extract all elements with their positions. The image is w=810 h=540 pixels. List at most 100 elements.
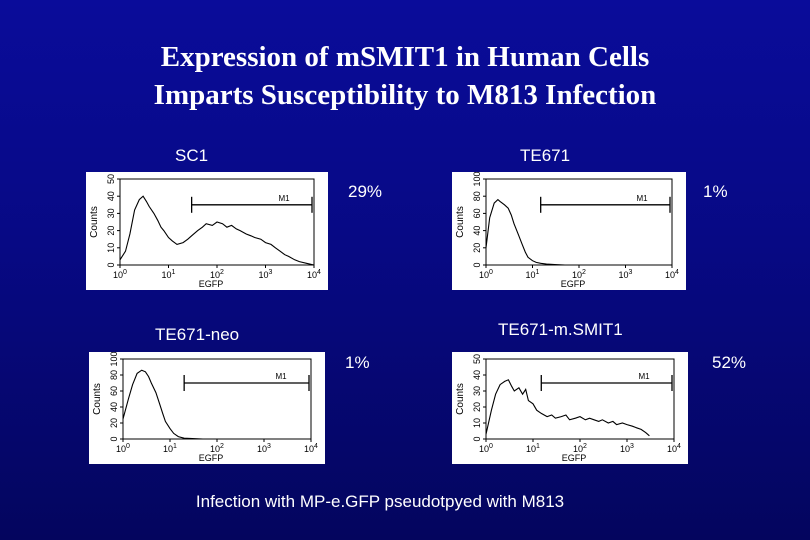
- title-line-2: Imparts Susceptibility to M813 Infection: [153, 79, 657, 111]
- panel-name-sc1: SC1: [175, 146, 209, 165]
- histogram-panel-sc1: 0 10 20 30 40 50 Counts 100 101 102 103 104 EGFP M1: [86, 172, 328, 290]
- percent-te671-msmit1: 52%: [712, 353, 747, 372]
- x-tick-exponent: 3: [269, 269, 273, 276]
- y-axis-label: Counts: [89, 206, 100, 238]
- y-tick-label: 20: [472, 402, 482, 412]
- y-tick-label: 0: [472, 262, 482, 267]
- y-tick-label: 60: [109, 386, 119, 396]
- histogram-line: [485, 198, 672, 266]
- x-tick-label: 104: [304, 443, 318, 454]
- x-tick-exponent: 0: [489, 269, 493, 276]
- panel-name-te671: TE671: [520, 146, 571, 165]
- gate-label: M1: [278, 194, 290, 203]
- y-axis-label: Counts: [92, 383, 103, 415]
- histogram-panel-te671-msmit1: 0 10 20 30 40 50 Counts 100 101 102 103 104 EGFP M1: [452, 352, 688, 464]
- y-tick-label: 20: [109, 418, 119, 428]
- y-tick-label: 20: [472, 243, 482, 253]
- panel-name-te671-neo: TE671-neo: [155, 325, 240, 344]
- x-tick-label: 104: [667, 443, 681, 454]
- x-axis-label: EGFP: [199, 453, 224, 463]
- x-tick-label: 100: [116, 443, 130, 454]
- x-tick-exponent: 0: [489, 443, 493, 450]
- x-axis-label: EGFP: [561, 279, 586, 289]
- gate-label: M1: [638, 372, 650, 381]
- y-tick-label: 80: [109, 370, 119, 380]
- y-tick-label: 30: [106, 208, 116, 218]
- y-tick-label: 40: [472, 226, 482, 236]
- histogram-line: [119, 195, 315, 266]
- x-tick-exponent: 1: [173, 443, 177, 450]
- x-tick-exponent: 3: [267, 443, 271, 450]
- y-tick-label: 100: [109, 352, 119, 367]
- title-line-1: Expression of mSMIT1 in Human Cells: [160, 41, 650, 73]
- y-tick-label: 0: [472, 436, 482, 441]
- x-tick-label: 101: [526, 443, 540, 454]
- y-tick-label: 50: [472, 354, 482, 364]
- y-tick-label: 40: [472, 370, 482, 380]
- x-tick-exponent: 1: [536, 443, 540, 450]
- percent-te671: 1%: [703, 182, 728, 201]
- histogram-line: [122, 369, 311, 440]
- y-tick-label: 0: [106, 262, 116, 267]
- x-axis-label: EGFP: [562, 453, 587, 463]
- gate-label: M1: [275, 372, 287, 381]
- histogram-line: [485, 379, 650, 437]
- x-tick-label: 103: [619, 269, 633, 280]
- y-tick-label: 50: [106, 174, 116, 184]
- x-tick-exponent: 0: [126, 443, 130, 450]
- x-tick-label: 102: [210, 443, 224, 454]
- percent-te671-neo: 1%: [345, 353, 370, 372]
- x-tick-label: 102: [210, 269, 224, 280]
- x-tick-label: 101: [162, 269, 176, 280]
- gate-label: M1: [636, 194, 648, 203]
- y-tick-label: 40: [109, 402, 119, 412]
- y-tick-label: 30: [472, 386, 482, 396]
- x-tick-label: 102: [572, 269, 586, 280]
- y-tick-label: 80: [472, 191, 482, 201]
- plot-frame: [485, 358, 675, 440]
- percent-sc1: 29%: [348, 182, 383, 201]
- x-tick-label: 100: [113, 269, 127, 280]
- y-axis-label: Counts: [455, 206, 466, 238]
- x-tick-exponent: 2: [583, 443, 587, 450]
- x-tick-label: 101: [163, 443, 177, 454]
- plot-frame: [122, 358, 312, 440]
- x-tick-label: 100: [479, 443, 493, 454]
- x-tick-label: 103: [620, 443, 634, 454]
- x-tick-label: 101: [526, 269, 540, 280]
- x-tick-exponent: 2: [220, 269, 224, 276]
- y-tick-label: 100: [472, 172, 482, 187]
- x-tick-exponent: 4: [317, 269, 321, 276]
- x-tick-exponent: 3: [630, 443, 634, 450]
- panel-name-te671-msmit1: TE671-m.SMIT1: [498, 320, 623, 339]
- x-tick-exponent: 4: [675, 269, 679, 276]
- footer-caption: Infection with MP-e.GFP pseudotpyed with…: [195, 492, 565, 511]
- x-tick-exponent: 4: [677, 443, 681, 450]
- x-tick-label: 104: [307, 269, 321, 280]
- y-tick-label: 10: [106, 243, 116, 253]
- x-tick-exponent: 2: [582, 269, 586, 276]
- histogram-panel-te671-neo: 0 20 40 60 80 100 Counts 100 101 102 103 104 EGFP M1: [89, 352, 325, 464]
- y-tick-label: 10: [472, 418, 482, 428]
- x-tick-label: 102: [573, 443, 587, 454]
- y-tick-label: 0: [109, 436, 119, 441]
- y-tick-label: 60: [472, 208, 482, 218]
- x-tick-label: 103: [259, 269, 273, 280]
- slide-title: Expression of mSMIT1 in Human Cells Impa…: [0, 38, 810, 114]
- x-tick-exponent: 0: [123, 269, 127, 276]
- x-tick-exponent: 1: [536, 269, 540, 276]
- x-tick-label: 104: [665, 269, 679, 280]
- x-tick-exponent: 1: [172, 269, 176, 276]
- histogram-panel-te671: 0 20 40 60 80 100 Counts 100 101 102 103 104 EGFP M1: [452, 172, 686, 290]
- x-tick-label: 103: [257, 443, 271, 454]
- x-axis-label: EGFP: [199, 279, 224, 289]
- x-tick-label: 100: [479, 269, 493, 280]
- x-tick-exponent: 3: [629, 269, 633, 276]
- x-tick-exponent: 4: [314, 443, 318, 450]
- x-tick-exponent: 2: [220, 443, 224, 450]
- y-tick-label: 20: [106, 226, 116, 236]
